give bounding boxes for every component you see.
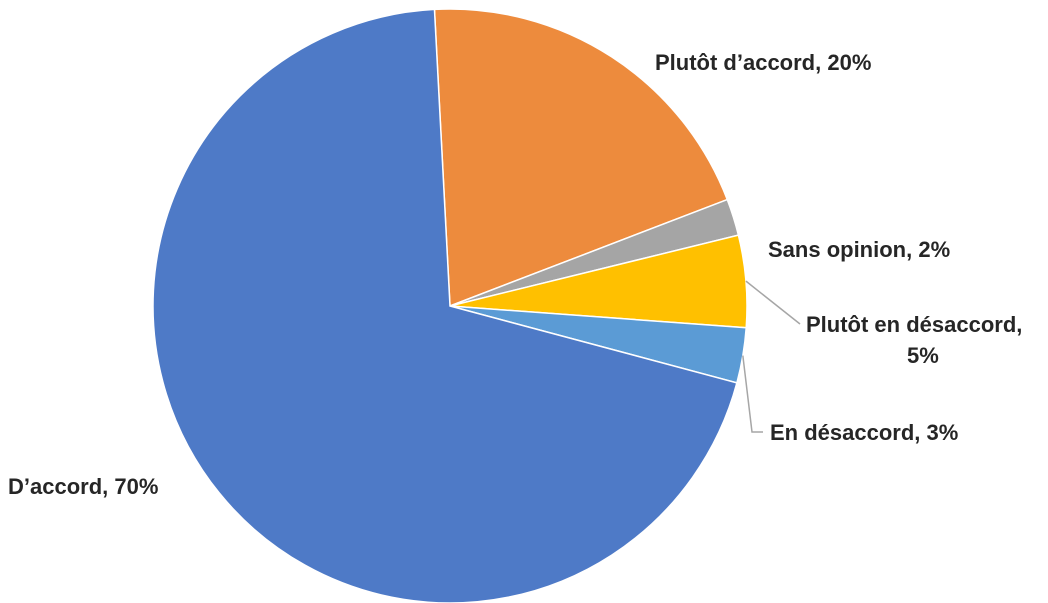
leader-line-plutot-en-desaccord: [745, 280, 801, 325]
data-label-en-desaccord: En désaccord, 3%: [770, 420, 958, 445]
pie-slice-plutot-d-accord: [433, 8, 729, 308]
data-label-plutot-en-desaccord-line2: 5%: [907, 343, 939, 368]
leader-lines-layer: [742, 280, 801, 433]
data-label-plutot-d-accord: Plutôt d’accord, 20%: [655, 50, 871, 75]
data-labels-layer: Plutôt d’accord, 20% Sans opinion, 2% Pl…: [8, 50, 1022, 499]
leader-line-en-desaccord: [742, 355, 763, 433]
data-label-plutot-en-desaccord-line1: Plutôt en désaccord,: [806, 312, 1022, 337]
data-label-sans-opinion: Sans opinion, 2%: [768, 237, 950, 262]
pie-slice-d-accord: [152, 8, 738, 603]
slices-layer: [152, 8, 748, 603]
data-label-d-accord: D’accord, 70%: [8, 474, 158, 499]
